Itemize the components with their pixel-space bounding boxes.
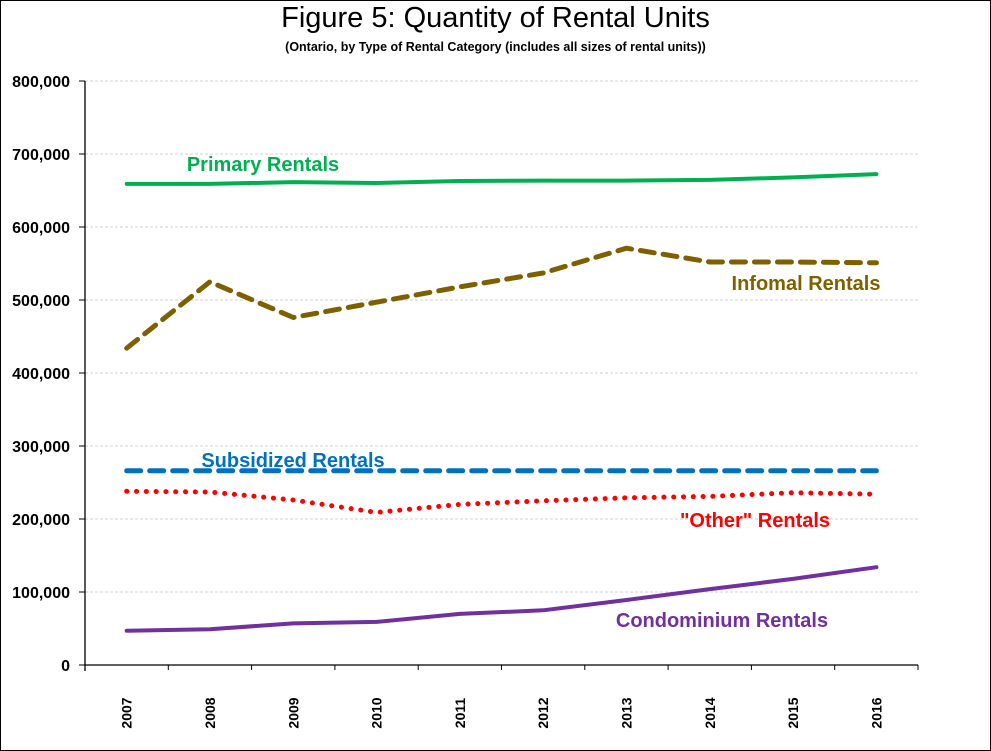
gridlines: [85, 80, 918, 593]
y-tick-label: 100,000: [12, 585, 70, 602]
x-tick-label: 2007: [119, 697, 135, 728]
y-tick-label: 600,000: [12, 220, 70, 237]
y-tick-label: 200,000: [12, 512, 70, 529]
x-tick-label: 2010: [369, 697, 385, 728]
y-tick-label: 0: [61, 658, 70, 675]
y-tick-label: 500,000: [12, 293, 70, 310]
x-tick-label: 2011: [452, 698, 468, 729]
series-label-subsidized-rentals: Subsidized Rentals: [201, 450, 384, 472]
series-label-informal-rentals: Infomal Rentals: [732, 273, 881, 295]
y-tick-label: 300,000: [12, 439, 70, 456]
chart-subtitle: (Ontario, by Type of Rental Category (in…: [285, 40, 706, 54]
x-tick-label: 2012: [535, 697, 551, 728]
x-tick-label: 2013: [618, 697, 634, 728]
series-lines: [124, 172, 879, 633]
x-tick-label: 2014: [702, 697, 718, 728]
series-line-informal-rentals: [124, 245, 879, 351]
x-axis-ticks: 2007 2008 2009 2010 2011 2012 2013 2014 2015 2016: [84, 665, 919, 729]
x-tick-label: 2008: [202, 697, 218, 728]
y-tick-label: 800,000: [12, 74, 70, 91]
y-tick-label: 700,000: [12, 147, 70, 164]
series-label-condominium-rentals: Condominium Rentals: [616, 610, 828, 632]
x-tick-label: 2015: [785, 697, 801, 728]
series-label-other-rentals: "Other" Rentals: [680, 510, 830, 532]
series-line-primary-rentals: [124, 172, 879, 186]
y-axis-ticks: 0 100,000 200,000 300,000 400,000 500,000 600,…: [12, 74, 85, 675]
chart-title: Figure 5: Quantity of Rental Units: [281, 2, 710, 34]
series-line-other-rentals: [124, 488, 879, 515]
series-line-condominium-rentals: [124, 565, 879, 633]
x-tick-label: 2009: [285, 697, 301, 728]
y-tick-label: 400,000: [12, 366, 70, 383]
series-label-primary-rentals: Primary Rentals: [187, 154, 339, 176]
series-labels: Primary Rentals Infomal Rentals Subsidized…: [187, 154, 881, 632]
x-tick-label: 2016: [868, 697, 884, 728]
